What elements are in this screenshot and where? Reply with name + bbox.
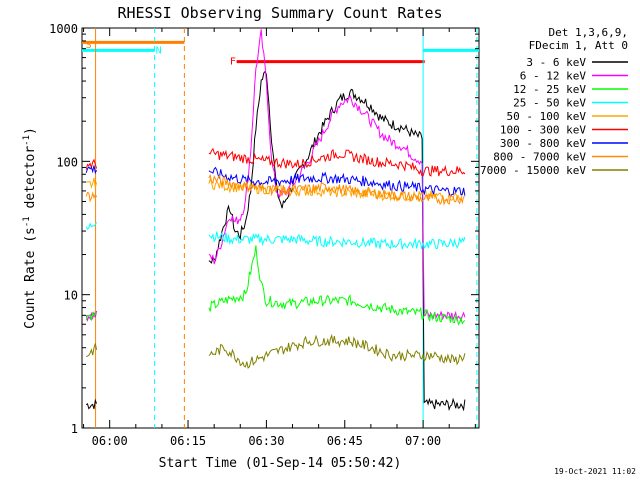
y-tick-label: 1000 [49,22,78,36]
legend-entry-label: 25 - 50 keV [513,97,586,110]
chart-title: RHESSI Observing Summary Count Rates [117,4,442,22]
x-tick-label: 06:00 [92,434,128,448]
legend-entry-label: 100 - 300 keV [500,124,586,137]
y-axis-label: Count Rate (s-1 detector-1) [22,127,38,329]
span-label: F [230,57,236,68]
x-tick-label: 06:15 [170,434,206,448]
series-line [85,173,465,206]
x-axis-label: Start Time (01-Sep-14 05:50:42) [159,456,402,471]
legend-header-1: Det 1,3,6,9, [549,26,628,39]
data-series [85,29,466,412]
legend-entry-label: 12 - 25 keV [513,83,586,96]
legend-entry-label: 3 - 6 keV [526,56,586,69]
footer-timestamp: 19-Oct-2021 11:02 [554,467,636,476]
x-axis: 06:00 06:15 06:30 06:45 07:00 [83,28,476,448]
x-tick-label: 06:30 [248,434,284,448]
span-label: S [86,40,92,51]
series-line [85,165,466,198]
legend-entry-label: 800 - 7000 keV [493,151,586,164]
plot-area: S N F [81,27,480,429]
y-tick-label: 10 [64,289,78,303]
span-label: N [156,45,162,56]
legend-entry-label: 6 - 12 keV [520,70,587,83]
legend-entry-label: 300 - 800 keV [500,137,586,150]
legend-entry-label: 50 - 100 keV [507,110,587,123]
x-tick-label: 06:45 [327,434,363,448]
series-line [85,70,466,412]
y-tick-label: 1 [71,422,78,436]
series-line [85,222,466,250]
x-tick-label: 07:00 [405,434,441,448]
series-line [85,177,466,203]
plot-frame [81,27,480,429]
series-line [85,29,466,323]
legend-header-2: FDecim 1, Att 0 [529,39,628,52]
series-line [85,245,466,326]
legend-entry-label: 7000 - 15000 keV [480,164,586,177]
y-tick-label: 100 [56,155,78,169]
series-line [86,333,466,369]
observing-spans: S N F [82,40,479,68]
legend: Det 1,3,6,9, FDecim 1, Att 0 3 - 6 keV6 … [480,26,628,177]
time-markers [95,28,478,428]
y-axis: 1 10 100 1000 [49,22,479,436]
